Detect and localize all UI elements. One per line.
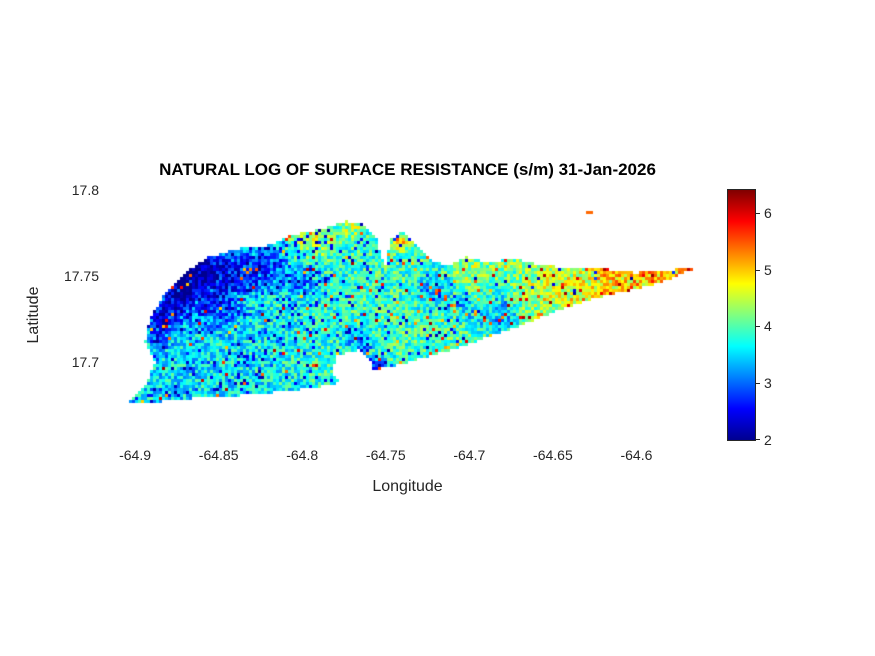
- chart-title: NATURAL LOG OF SURFACE RESISTANCE (s/m) …: [159, 160, 656, 179]
- colorbar-tick-label: 3: [764, 375, 772, 392]
- colorbar-tick-label: 4: [764, 318, 772, 335]
- colorbar-tick-mark: [756, 269, 760, 271]
- colorbar-tick-label: 2: [764, 432, 772, 448]
- y-tick-label: 17.7: [71, 354, 99, 371]
- colorbar-tick-label: 5: [764, 261, 772, 278]
- x-tick-label: -64.6: [620, 447, 653, 463]
- x-tick-label: -64.9: [119, 447, 152, 463]
- colorbar-gradient: [728, 190, 755, 440]
- x-tick-label: -64.75: [365, 447, 406, 463]
- x-axis-label: Longitude: [372, 478, 443, 495]
- colorbar-tick-label: 6: [764, 204, 772, 221]
- colorbar: [727, 189, 756, 441]
- y-tick-label: 17.75: [63, 268, 99, 285]
- x-tick-label: -64.85: [198, 447, 239, 463]
- x-tick-label: -64.65: [533, 447, 573, 463]
- colorbar-tick-mark: [756, 326, 760, 328]
- x-tick-label: -64.8: [286, 447, 319, 463]
- colorbar-tick-mark: [756, 383, 760, 385]
- colorbar-tick-mark: [756, 439, 760, 440]
- y-tick-label: 17.8: [71, 182, 99, 198]
- island-heatmap: [105, 190, 710, 440]
- colorbar-tick-mark: [756, 212, 760, 214]
- x-tick-label: -64.7: [453, 447, 486, 463]
